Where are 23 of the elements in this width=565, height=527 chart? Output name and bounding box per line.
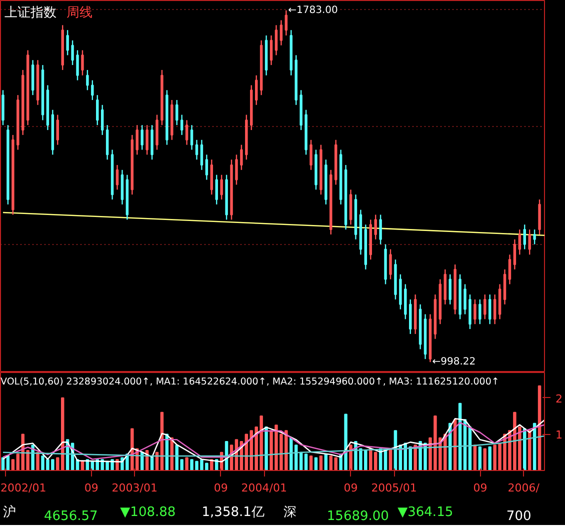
x-tick-label: 2005/01 (371, 482, 417, 494)
y-tick-label: 1 (556, 428, 562, 442)
x-tick-label: 2006/ (508, 482, 540, 494)
text: 1,358.1亿 (202, 504, 264, 520)
text: 4656.57 (44, 508, 98, 524)
text: 深 (283, 504, 296, 520)
x-tick-label: 09 (344, 482, 358, 494)
text: ▼108.88 (120, 504, 176, 520)
x-tick-label: 2003/01 (112, 482, 158, 494)
x-tick-label: 09 (84, 482, 98, 494)
x-tick-label: 09 (473, 482, 488, 494)
text: 700 (506, 508, 532, 524)
chart-title: 上证指数 (4, 6, 56, 20)
text: ▼364.15 (398, 504, 454, 520)
text: 15689.00 (326, 508, 389, 524)
annotation: ←1783.00 (288, 4, 338, 16)
x-tick-label: 2004/01 (241, 482, 288, 494)
annotation: ←998.22 (432, 356, 476, 368)
y-tick-label: 2 (556, 392, 562, 406)
x-tick-label: 09 (214, 482, 228, 494)
chart-subtitle: 周线 (66, 6, 92, 20)
text: 沪 (3, 504, 16, 520)
x-tick-label: 2002/01 (0, 482, 46, 494)
